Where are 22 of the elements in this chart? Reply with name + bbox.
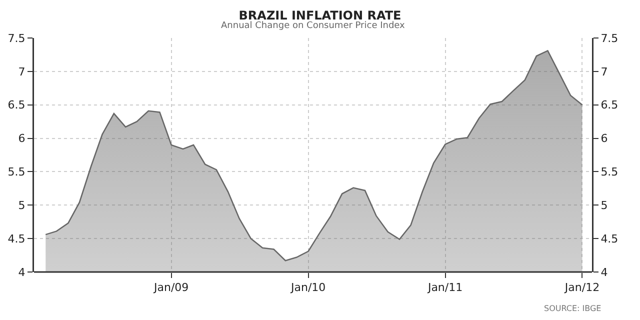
y-tick-label: 4 [18, 266, 26, 279]
y2-tick-label: 7.5 [600, 32, 618, 45]
y-tick-label: 6.5 [8, 98, 26, 112]
y-tick-label: 6 [18, 132, 26, 146]
y2-tick-label: 5 [600, 198, 608, 212]
x-tick-label: Jan/09 [153, 281, 189, 294]
y2-tick-label: 5.5 [600, 166, 618, 179]
y-tick-label: 4.5 [8, 232, 26, 246]
y-tick-label: 7.5 [8, 32, 26, 45]
y-tick-label: 5 [18, 198, 26, 212]
y2-tick-label: 6.5 [600, 98, 618, 112]
x-tick-label: Jan/11 [426, 281, 463, 294]
y2-tick-label: 4.5 [600, 232, 618, 246]
x-tick-label: Jan/12 [564, 281, 600, 294]
chart-subtitle: Annual Change on Consumer Price Index [221, 21, 406, 31]
source-note: SOURCE: IBGE [544, 304, 602, 313]
y2-tick-label: 6 [600, 132, 608, 146]
y-tick-label: 7 [18, 65, 26, 78]
x-tick-label: Jan/10 [290, 281, 326, 294]
y2-tick-label: 4 [600, 266, 608, 279]
y2-tick-label: 7 [600, 65, 608, 78]
y-tick-label: 5.5 [8, 166, 26, 179]
